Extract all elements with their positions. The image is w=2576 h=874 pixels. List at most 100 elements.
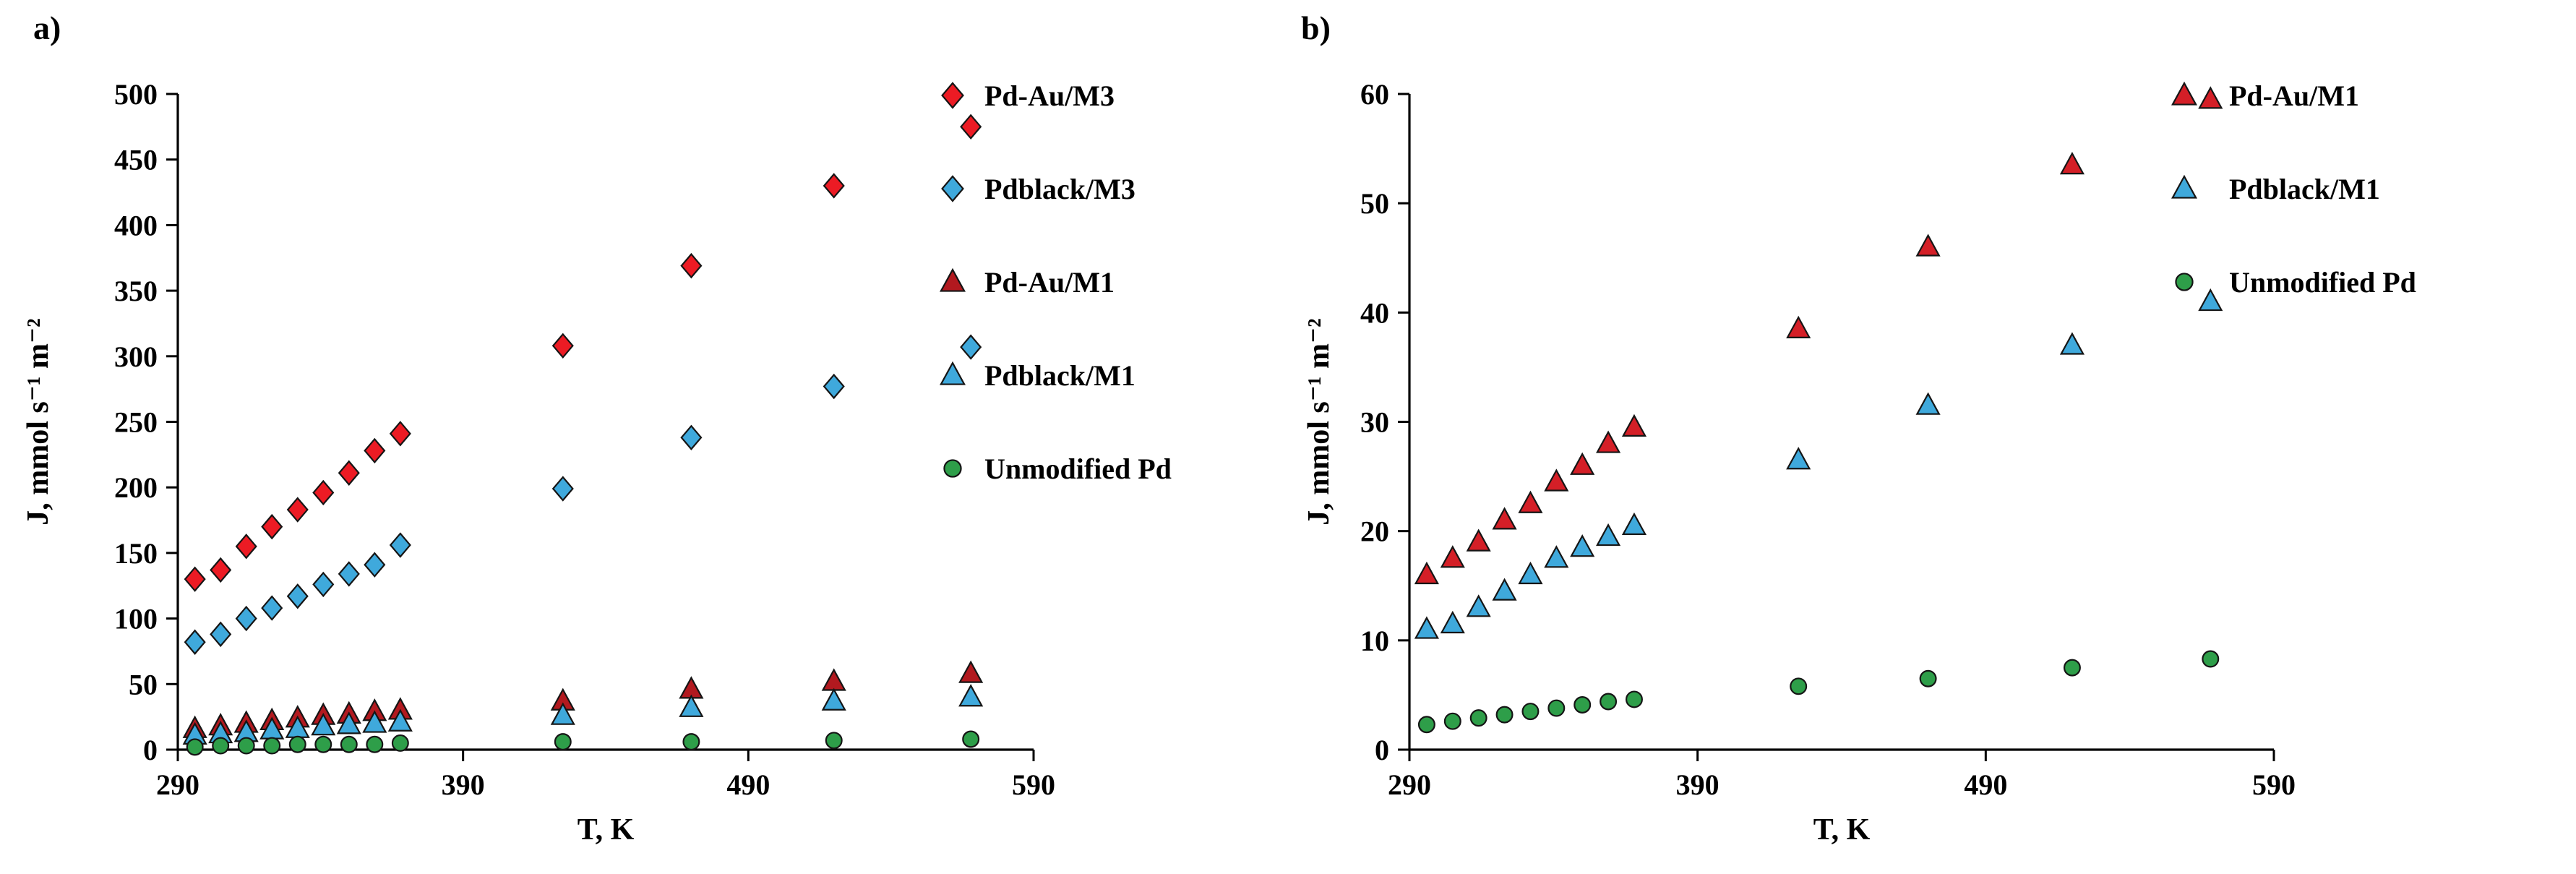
diamond-data-point bbox=[551, 333, 574, 359]
circle-data-point bbox=[237, 737, 255, 755]
circle-data-point bbox=[1521, 703, 1540, 721]
diamond-data-point bbox=[312, 479, 335, 506]
legend-label: Unmodified Pd bbox=[984, 453, 1172, 485]
legend-triangle-icon bbox=[939, 267, 966, 292]
y-tick-label: 20 bbox=[1360, 515, 1389, 548]
y-axis-label: J, mmol s⁻¹ m⁻² bbox=[1302, 318, 1336, 526]
circle-data-point bbox=[825, 732, 843, 750]
y-axis-label: J, mmol s⁻¹ m⁻² bbox=[22, 318, 55, 526]
series-pdblack-m3 bbox=[184, 334, 982, 655]
triangle-data-point bbox=[1518, 490, 1543, 513]
chart-panel-b: 0 10 20 30 40 50 60 290 390 490 590 T, K J, mmol s⁻¹… bbox=[1302, 78, 2416, 847]
diamond-data-point bbox=[286, 583, 309, 609]
triangle-data-point bbox=[679, 694, 704, 717]
diamond-data-point bbox=[261, 595, 283, 621]
triangle-data-point bbox=[821, 668, 846, 691]
diamond-data-point bbox=[364, 437, 386, 464]
circle-data-point bbox=[554, 733, 572, 751]
triangle-data-point bbox=[958, 684, 984, 707]
triangle-data-point bbox=[2059, 151, 2085, 175]
circle-data-point bbox=[263, 737, 281, 755]
triangle-data-point bbox=[1544, 545, 1569, 568]
diamond-data-point bbox=[960, 113, 982, 140]
circle-data-point bbox=[366, 735, 384, 753]
legend-label: Unmodified Pd bbox=[2229, 266, 2416, 299]
triangle-data-point bbox=[1915, 234, 1941, 257]
y-tick-label: 10 bbox=[1360, 625, 1389, 657]
diamond-data-point bbox=[680, 424, 703, 450]
triangle-data-point bbox=[387, 708, 413, 732]
triangle-data-point bbox=[550, 702, 575, 725]
triangle-data-point bbox=[1596, 430, 1621, 453]
y-tick-label: 200 bbox=[114, 471, 158, 504]
legend-triangle-icon bbox=[939, 361, 966, 385]
series-pdblack-m1 bbox=[182, 684, 984, 745]
triangle-data-point bbox=[1544, 468, 1569, 492]
triangle-data-point bbox=[1570, 452, 1595, 475]
diamond-data-point bbox=[312, 571, 335, 598]
x-tick-label: 390 bbox=[442, 768, 485, 801]
legend-circle-icon bbox=[943, 459, 962, 478]
diamond-data-point bbox=[389, 532, 411, 558]
circle-data-point bbox=[1443, 712, 1461, 730]
y-tick-label: 60 bbox=[1360, 78, 1389, 111]
diamond-data-point bbox=[210, 557, 232, 583]
circle-data-point bbox=[682, 733, 700, 751]
axes-line bbox=[1408, 94, 2274, 751]
triangle-data-point bbox=[1621, 512, 1647, 536]
triangle-data-point bbox=[1621, 414, 1647, 437]
x-tick-label: 290 bbox=[1388, 768, 1431, 801]
circle-data-point bbox=[1417, 716, 1435, 734]
y-tick-label: 50 bbox=[129, 668, 158, 701]
circle-data-point bbox=[1600, 693, 1618, 711]
series-unmodified-pd bbox=[1417, 650, 2220, 734]
legend-label: Pdblack/M3 bbox=[984, 173, 1135, 205]
legend-label: Pdblack/M1 bbox=[2229, 173, 2380, 205]
circle-data-point bbox=[962, 730, 980, 748]
circle-data-point bbox=[340, 735, 358, 753]
diamond-data-point bbox=[823, 173, 845, 199]
x-tick-label: 490 bbox=[1964, 768, 2007, 801]
triangle-data-point bbox=[958, 660, 984, 683]
triangle-data-point bbox=[1915, 392, 1941, 415]
diamond-data-point bbox=[184, 629, 206, 655]
y-tick-label: 150 bbox=[114, 537, 158, 570]
diamond-data-point bbox=[960, 334, 982, 360]
y-tick-label: 450 bbox=[114, 144, 158, 176]
circle-data-point bbox=[1625, 690, 1643, 708]
y-tick-label: 100 bbox=[114, 603, 158, 635]
series-pd-au-m3 bbox=[184, 113, 982, 592]
diamond-data-point bbox=[235, 534, 257, 560]
triangle-data-point bbox=[311, 713, 336, 736]
circle-data-point bbox=[1547, 699, 1566, 717]
circle-data-point bbox=[212, 737, 230, 755]
series-pd-au-m1 bbox=[182, 660, 984, 738]
x-axis-label: T, K bbox=[578, 813, 635, 847]
triangle-data-point bbox=[1440, 610, 1465, 634]
y-tick-label: 40 bbox=[1360, 296, 1389, 329]
y-tick-label: 300 bbox=[114, 340, 158, 373]
x-tick-label: 590 bbox=[1012, 768, 1055, 801]
y-tick-label: 0 bbox=[1375, 734, 1389, 766]
triangle-data-point bbox=[362, 710, 387, 733]
x-axis-label: T, K bbox=[1813, 813, 1871, 847]
circle-data-point bbox=[2202, 650, 2220, 668]
legend-diamond-icon bbox=[941, 175, 964, 202]
panel-a-label: a) bbox=[33, 9, 61, 46]
circle-data-point bbox=[2063, 659, 2081, 677]
circle-data-point bbox=[1790, 677, 1808, 695]
diamond-data-point bbox=[235, 605, 257, 632]
circle-data-point bbox=[314, 735, 332, 753]
diamond-data-point bbox=[364, 552, 386, 578]
series-pdblack-m1 bbox=[1414, 288, 2223, 639]
diamond-data-point bbox=[338, 460, 360, 486]
legend-diamond-icon bbox=[941, 82, 964, 109]
triangle-data-point bbox=[1786, 315, 1811, 338]
x-tick-label: 290 bbox=[156, 768, 199, 801]
legend-triangle-icon bbox=[2171, 81, 2198, 106]
triangle-data-point bbox=[2198, 288, 2223, 312]
legend: Pd-Au/M1 Pdblack/M1 Unmodified Pd bbox=[2171, 80, 2416, 299]
circle-data-point bbox=[1919, 669, 1937, 687]
circle-data-point bbox=[391, 734, 409, 752]
